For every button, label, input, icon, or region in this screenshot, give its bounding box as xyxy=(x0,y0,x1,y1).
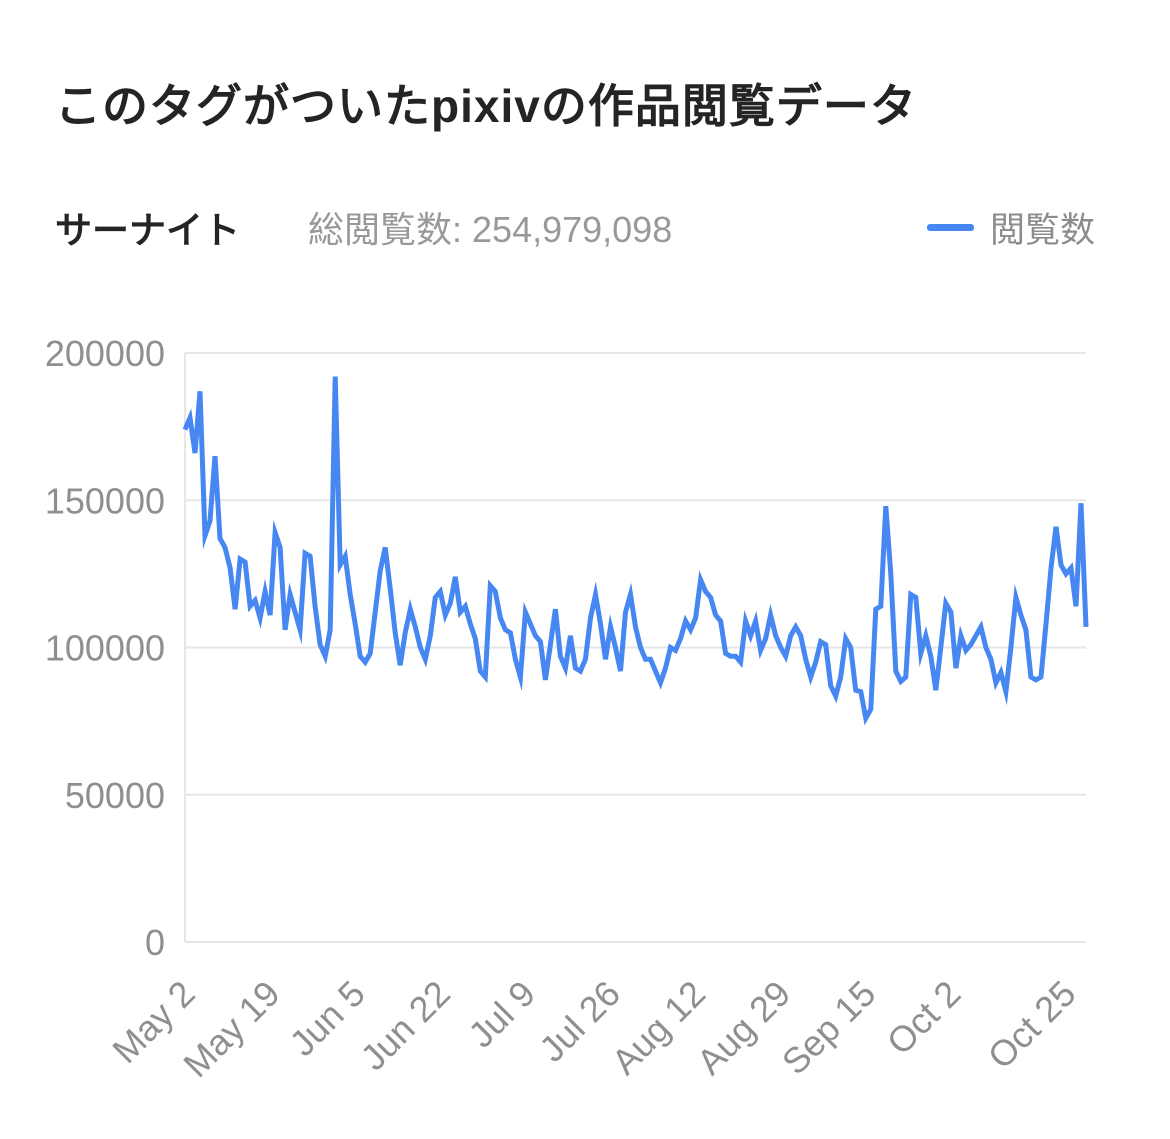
chart-subheader: サーナイト 総閲覧数: 254,979,098 閲覧数 xyxy=(55,200,1095,254)
y-axis-tick-label: 150000 xyxy=(45,480,165,521)
x-axis-tick-label: Oct 25 xyxy=(980,973,1084,1077)
x-axis-tick-label: Oct 2 xyxy=(879,973,969,1063)
legend-label: 閲覧数 xyxy=(989,210,1095,250)
x-axis-tick-label: May 19 xyxy=(175,973,287,1085)
y-axis-tick-label: 100000 xyxy=(45,628,165,669)
total-views: 総閲覧数: 254,979,098 xyxy=(308,201,672,253)
views-series-line[interactable] xyxy=(182,376,1089,726)
total-views-value: 254,979,098 xyxy=(472,209,673,250)
page-title: このタグがついたpixivの作品閲覧データ xyxy=(55,80,917,132)
x-axis-tick-label: Aug 29 xyxy=(689,973,799,1083)
x-axis-tick-label: Jun 22 xyxy=(353,973,458,1078)
legend-line-swatch xyxy=(926,223,974,231)
y-axis-tick-label: 0 xyxy=(145,922,165,963)
x-axis-tick-label: Sep 15 xyxy=(774,973,884,1083)
y-axis-tick-label: 200000 xyxy=(45,333,165,374)
total-views-label: 総閲覧数: xyxy=(308,209,463,250)
legend-item[interactable]: 閲覧数 xyxy=(926,202,1095,253)
y-axis-tick-label: 50000 xyxy=(65,775,165,816)
tag-name: サーナイト xyxy=(55,210,240,251)
x-axis-tick-label: Aug 12 xyxy=(604,973,714,1083)
x-axis-tick-label: Jul 9 xyxy=(460,973,543,1056)
